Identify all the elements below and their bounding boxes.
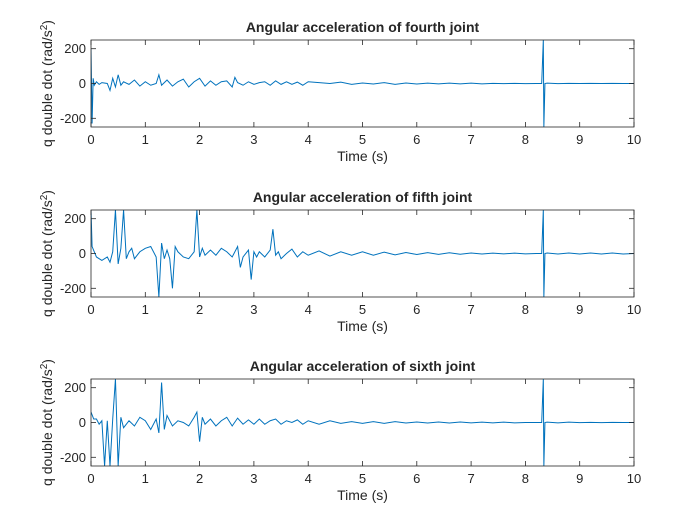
y-axis-label: q double dot (rad/s2) <box>39 20 55 147</box>
x-tick-label: 3 <box>250 302 257 317</box>
x-tick-label: 7 <box>467 471 474 486</box>
y-axis-label: q double dot (rad/s2) <box>39 190 55 317</box>
x-axis-label: Time (s) <box>337 318 388 334</box>
x-tick-label: 6 <box>413 132 420 147</box>
y-tick-label: 200 <box>64 380 86 395</box>
x-tick-label: 3 <box>250 132 257 147</box>
x-tick-label: 4 <box>305 471 312 486</box>
x-tick-label: 8 <box>522 132 529 147</box>
y-tick-label: 200 <box>64 211 86 226</box>
y-tick-label: 0 <box>79 415 86 430</box>
x-tick-label: 4 <box>305 132 312 147</box>
x-tick-label: 2 <box>196 471 203 486</box>
y-tick-label: -200 <box>60 450 86 465</box>
chart-title: Angular acceleration of fourth joint <box>246 19 480 35</box>
x-tick-label: 10 <box>627 471 641 486</box>
y-axis-label-close: ) <box>39 359 55 364</box>
x-tick-label: 1 <box>142 302 149 317</box>
x-axis-label: Time (s) <box>337 148 388 164</box>
x-tick-label: 5 <box>359 132 366 147</box>
x-tick-label: 6 <box>413 471 420 486</box>
y-tick-label: -200 <box>60 111 86 126</box>
x-tick-label: 6 <box>413 302 420 317</box>
x-tick-label: 1 <box>142 132 149 147</box>
chart-title: Angular acceleration of fifth joint <box>253 189 473 205</box>
x-tick-label: 0 <box>87 302 94 317</box>
x-tick-label: 5 <box>359 302 366 317</box>
x-tick-label: 3 <box>250 471 257 486</box>
x-tick-label: 10 <box>627 132 641 147</box>
y-axis-label-text: q double dot (rad/s <box>39 369 55 486</box>
series-line-1 <box>91 379 634 466</box>
x-tick-label: 4 <box>305 302 312 317</box>
x-tick-label: 5 <box>359 471 366 486</box>
y-axis-label: q double dot (rad/s2) <box>39 359 55 486</box>
x-tick-label: 7 <box>467 302 474 317</box>
x-tick-label: 1 <box>142 471 149 486</box>
y-tick-label: 0 <box>79 246 86 261</box>
x-tick-label: 9 <box>576 302 583 317</box>
y-axis-label-text: q double dot (rad/s <box>39 200 55 317</box>
x-tick-label: 8 <box>522 471 529 486</box>
x-tick-label: 10 <box>627 302 641 317</box>
y-tick-label: 0 <box>79 76 86 91</box>
y-axis-label-text: q double dot (rad/s <box>39 30 55 147</box>
x-axis-label: Time (s) <box>337 487 388 503</box>
y-tick-label: 200 <box>64 41 86 56</box>
series-line-1 <box>91 210 634 297</box>
y-axis-label-close: ) <box>39 190 55 195</box>
x-tick-label: 2 <box>196 132 203 147</box>
y-axis-label-superscript: 2 <box>39 194 50 200</box>
x-tick-label: 0 <box>87 132 94 147</box>
series-line-1 <box>91 40 634 127</box>
x-tick-label: 2 <box>196 302 203 317</box>
y-axis-label-superscript: 2 <box>39 24 50 30</box>
x-tick-label: 8 <box>522 302 529 317</box>
x-tick-label: 0 <box>87 471 94 486</box>
x-tick-label: 9 <box>576 132 583 147</box>
y-tick-label: -200 <box>60 281 86 296</box>
x-tick-label: 9 <box>576 471 583 486</box>
y-axis-label-superscript: 2 <box>39 363 50 369</box>
chart-title: Angular acceleration of sixth joint <box>250 358 476 374</box>
y-axis-label-close: ) <box>39 20 55 25</box>
x-tick-label: 7 <box>467 132 474 147</box>
